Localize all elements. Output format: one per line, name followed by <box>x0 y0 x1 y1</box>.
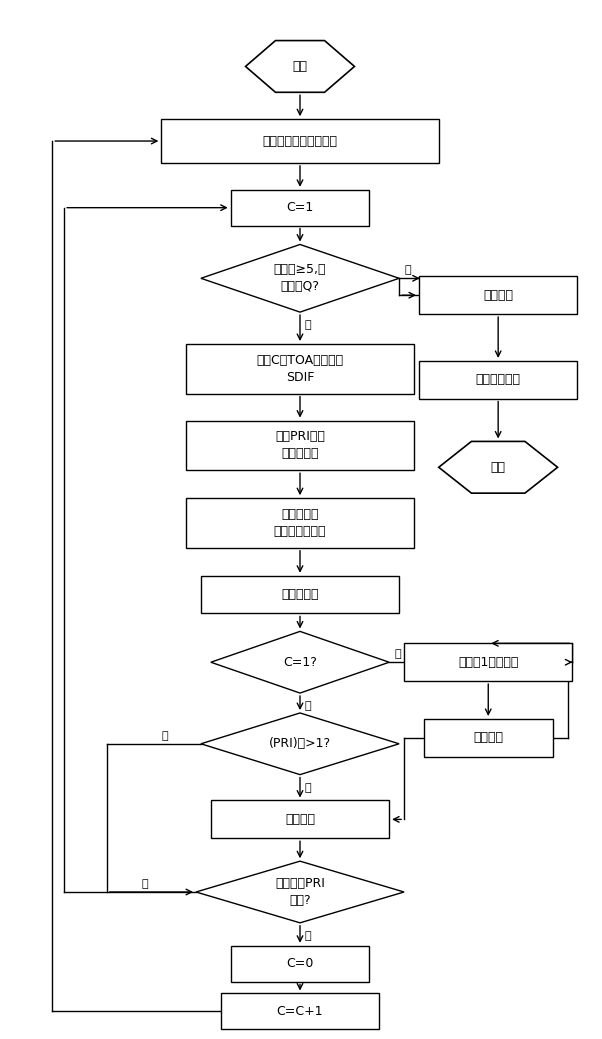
Text: 脉冲数≥5,脉
数小于Q?: 脉冲数≥5,脉 数小于Q? <box>274 263 326 293</box>
Bar <box>211 800 389 838</box>
Text: 划分PRI窗，
直方图计算: 划分PRI窗， 直方图计算 <box>275 430 325 460</box>
Bar <box>231 190 370 225</box>
Polygon shape <box>196 861 404 923</box>
Text: 成功分离PRI
序列?: 成功分离PRI 序列? <box>275 877 325 907</box>
Text: C=1?: C=1? <box>283 656 317 669</box>
Text: 检测出雷达库: 检测出雷达库 <box>476 373 521 387</box>
Polygon shape <box>211 632 389 693</box>
Text: 门限判别，
直方图峰值选取: 门限判别， 直方图峰值选取 <box>274 508 326 538</box>
Text: 子谐波检查: 子谐波检查 <box>281 588 319 602</box>
Text: 是: 是 <box>305 320 312 330</box>
Text: 否: 否 <box>394 649 401 660</box>
Bar <box>419 361 577 399</box>
Bar <box>161 119 439 163</box>
Text: (PRI)数>1?: (PRI)数>1? <box>269 738 331 750</box>
Text: C=C+1: C=C+1 <box>277 1005 323 1018</box>
Text: 否: 否 <box>404 265 411 275</box>
Bar <box>186 498 414 548</box>
Text: C=0: C=0 <box>287 957 314 970</box>
Bar <box>221 993 379 1030</box>
Text: 否: 否 <box>305 782 312 793</box>
Bar <box>404 643 573 682</box>
Text: 是: 是 <box>305 931 312 940</box>
Text: 脉冲从1到尾遍历: 脉冲从1到尾遍历 <box>458 656 518 669</box>
Polygon shape <box>201 713 399 775</box>
Bar <box>201 576 399 613</box>
Bar <box>186 421 414 471</box>
Bar <box>419 276 577 314</box>
Text: 读取待分选的脉冲序列: 读取待分选的脉冲序列 <box>262 134 338 148</box>
Text: 否: 否 <box>141 879 148 889</box>
Text: 计算C级TOA差，构成
SDIF: 计算C级TOA差，构成 SDIF <box>256 354 344 383</box>
Text: 序列搜索: 序列搜索 <box>285 812 315 826</box>
Text: 开始: 开始 <box>293 60 308 73</box>
Text: 参差分析: 参差分析 <box>483 289 513 301</box>
Text: 结束: 结束 <box>491 460 506 474</box>
Text: 是: 是 <box>161 730 168 741</box>
Text: C=1: C=1 <box>287 202 314 214</box>
Text: 是: 是 <box>305 701 312 711</box>
Polygon shape <box>439 442 557 494</box>
Text: 序列搜索: 序列搜索 <box>473 731 503 744</box>
Polygon shape <box>246 41 355 92</box>
Bar <box>186 344 414 394</box>
Bar <box>424 719 553 756</box>
Polygon shape <box>201 244 399 312</box>
Bar <box>231 945 370 982</box>
